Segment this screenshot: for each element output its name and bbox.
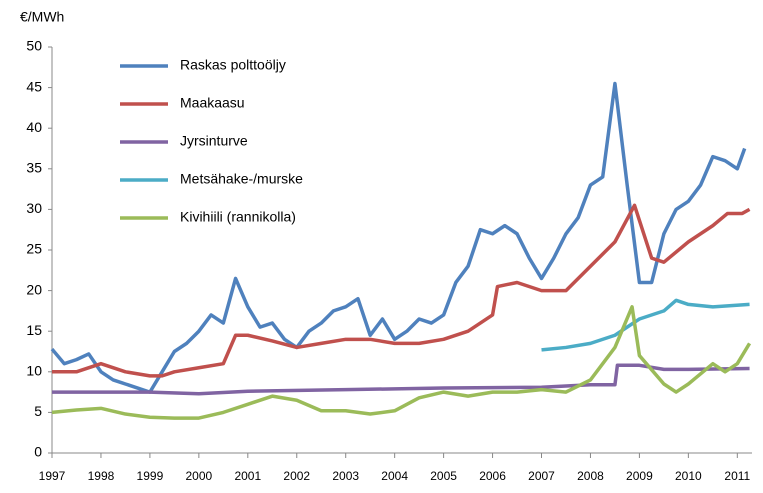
- series-line: [51, 305, 752, 420]
- x-tick-label: 2008: [577, 469, 604, 483]
- series-line: [50, 81, 747, 394]
- y-tick-label: 30: [26, 200, 42, 216]
- series-line: [541, 298, 750, 352]
- y-tick-label: 20: [26, 281, 42, 297]
- legend-label: Metsähake-/murske: [180, 171, 303, 187]
- y-axis-label: €/MWh: [20, 9, 64, 25]
- x-tick-label: 1998: [88, 469, 115, 483]
- y-tick-label: 15: [26, 322, 42, 338]
- x-tick-label: 2007: [528, 469, 555, 483]
- y-tick-label: 45: [26, 78, 42, 94]
- y-tick-label: 5: [34, 403, 42, 419]
- x-tick-label: 2002: [283, 469, 310, 483]
- x-tick-label: 1999: [137, 469, 164, 483]
- y-tick-label: 25: [26, 241, 42, 257]
- x-tick-label: 2004: [381, 469, 408, 483]
- x-tick-label: 2005: [430, 469, 457, 483]
- legend-label: Maakaasu: [180, 95, 245, 111]
- x-tick-label: 2000: [186, 469, 213, 483]
- y-tick-label: 0: [34, 444, 42, 460]
- y-tick-label: 40: [26, 119, 42, 135]
- x-tick-label: 2010: [675, 469, 702, 483]
- legend-label: Kivihiili (rannikolla): [180, 209, 296, 225]
- y-tick-label: 50: [26, 38, 42, 54]
- x-tick-label: 2001: [234, 469, 261, 483]
- x-tick-label: 1997: [39, 469, 66, 483]
- y-tick-label: 10: [26, 363, 42, 379]
- x-tick-label: 2011: [724, 469, 750, 483]
- x-tick-label: 2009: [626, 469, 653, 483]
- series-line: [52, 363, 750, 396]
- x-tick-label: 2003: [332, 469, 359, 483]
- y-tick-label: 35: [26, 160, 42, 176]
- x-tick-label: 2006: [479, 469, 506, 483]
- series-line: [52, 203, 751, 378]
- legend-label: Jyrsinturve: [180, 133, 248, 149]
- legend-label: Raskas polttoöljy: [180, 57, 286, 73]
